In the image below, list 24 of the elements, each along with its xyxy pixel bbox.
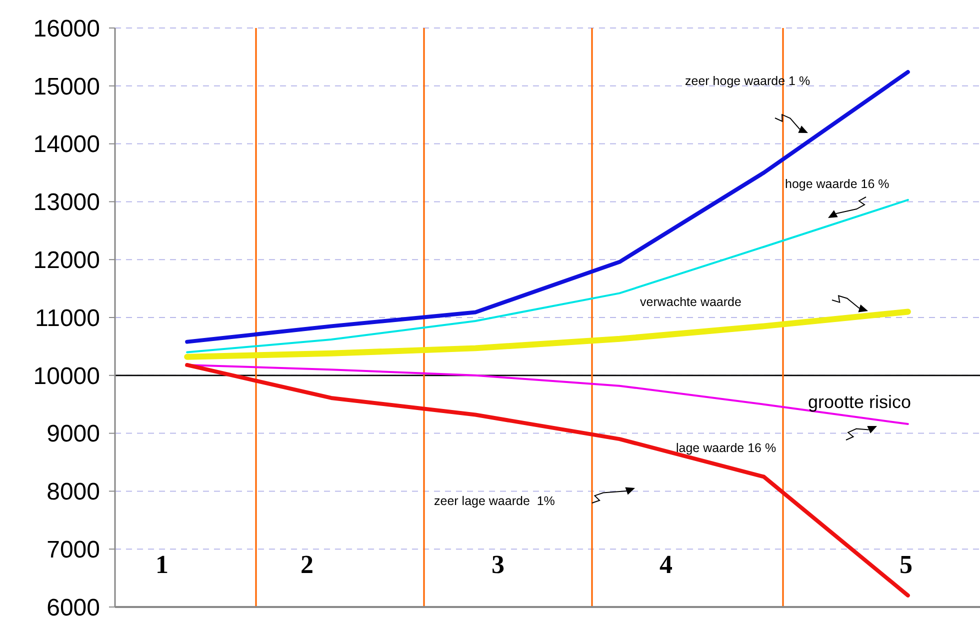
y-tick-label: 11000: [35, 304, 100, 332]
line-series: [185, 362, 910, 598]
annotation: 5: [900, 550, 912, 579]
line-series: [185, 70, 910, 344]
line-series: [186, 198, 909, 354]
annotation: 4: [660, 550, 672, 579]
y-tick-label: 12000: [33, 247, 100, 274]
y-tick-label: 16000: [33, 15, 100, 42]
annotation: 1: [156, 550, 168, 579]
y-tick-label: 6000: [46, 594, 100, 617]
annotation: hoge waarde 16 %: [785, 177, 890, 191]
annotation: zeer lage waarde 1%: [434, 494, 555, 508]
annotation: 2: [300, 550, 314, 579]
annotation: verwachte waarde: [640, 295, 742, 309]
y-tick-label: 14000: [33, 131, 100, 158]
y-tick-label: 8000: [46, 478, 100, 506]
y-tick-label: 10000: [33, 362, 100, 390]
y-tick-label: 9000: [46, 420, 100, 448]
y-tick-label: 13000: [33, 189, 100, 216]
annotation: lage waarde 16 %: [676, 441, 776, 455]
y-tick-label: 15000: [33, 73, 100, 100]
annotation: 3: [492, 550, 504, 579]
y-tick-label: 7000: [46, 536, 100, 564]
annotation: grootte risico: [808, 392, 912, 412]
